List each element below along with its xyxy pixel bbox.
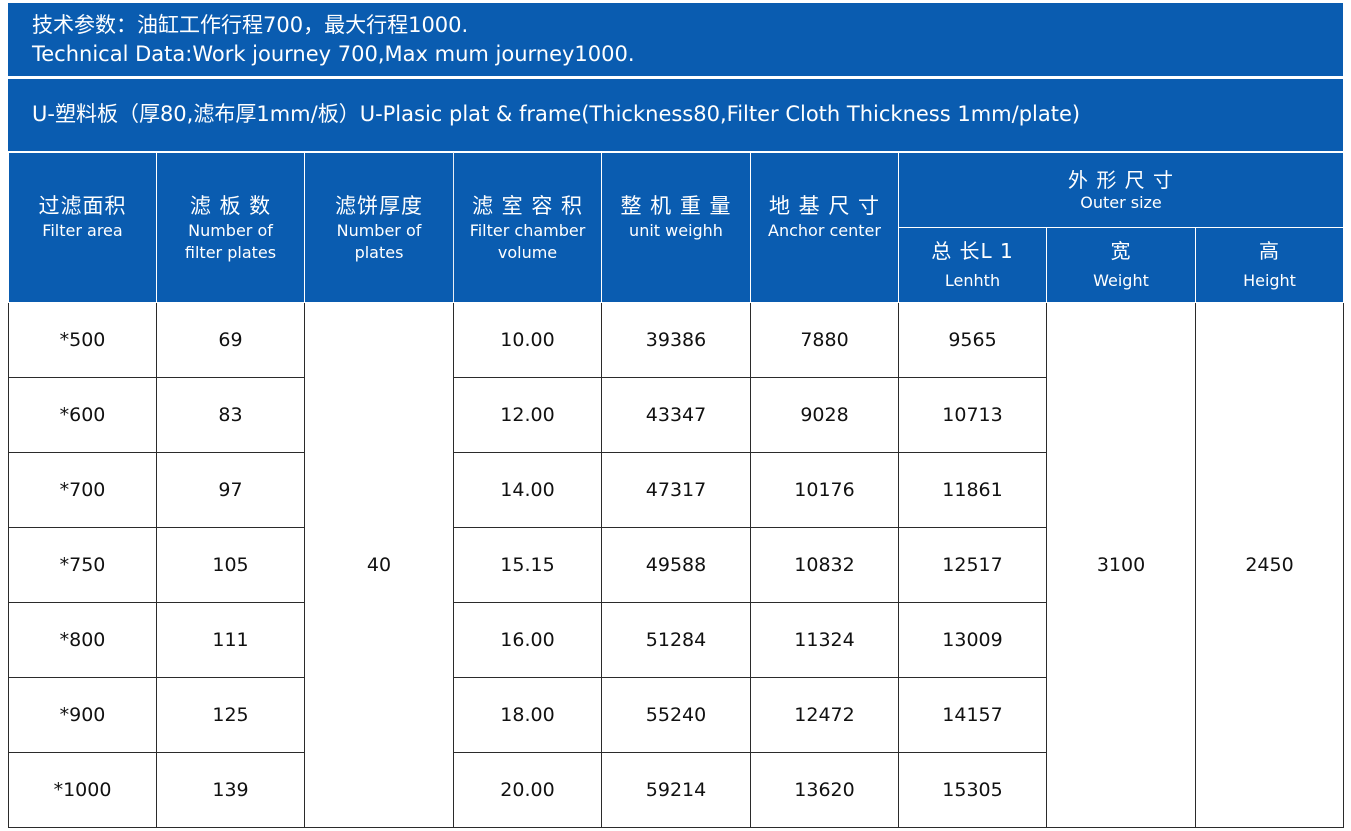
header-height-en: Height (1243, 271, 1296, 290)
header-outer-size: 外 形 尺 寸 Outer size (897, 152, 1345, 228)
cell-length: 15305 (898, 752, 1047, 828)
cell-anchor-center: 11324 (750, 602, 899, 678)
cell-unit-weight: 39386 (601, 302, 751, 378)
header-unit-weight-en: unit weighh (629, 220, 723, 240)
cell-length: 12517 (898, 527, 1047, 603)
cell-num-plates: 69 (156, 302, 305, 378)
header-cake-thickness: 滤饼厚度 Number of plates (304, 152, 454, 303)
cell-num-plates: 97 (156, 452, 305, 528)
header-unit-weight-cn: 整 机 重 量 (620, 193, 732, 218)
header-width-en: Weight (1093, 271, 1149, 290)
table-row: *700 97 14.00 47317 10176 11861 (8, 452, 1344, 528)
cell-anchor-center: 12472 (750, 677, 899, 753)
header-width: 宽 Weight (1046, 227, 1196, 303)
header-height-cn: 高 (1259, 239, 1280, 263)
cell-filter-area: *600 (8, 377, 157, 453)
cell-unit-weight: 47317 (601, 452, 751, 528)
header-num-plates: 滤 板 数 Number of filter plates (156, 152, 305, 303)
header-unit-weight: 整 机 重 量 unit weighh (601, 152, 751, 303)
cell-filter-area: *900 (8, 677, 157, 753)
table-row: *800 111 16.00 51284 11324 13009 (8, 602, 1344, 678)
header-chamber-volume: 滤 室 容 积 Filter chamber volume (453, 152, 602, 303)
cell-chamber-volume: 16.00 (453, 602, 602, 678)
cell-length: 13009 (898, 602, 1047, 678)
cell-num-plates: 139 (156, 752, 305, 828)
header-cake-thickness-en-1: Number of (336, 220, 422, 240)
header-cake-thickness-en-2: plates (354, 242, 404, 262)
cell-length: 14157 (898, 677, 1047, 753)
table-row: *750 105 15.15 49588 10832 12517 (8, 527, 1344, 603)
cell-chamber-volume: 18.00 (453, 677, 602, 753)
spec-table: 过滤面积 Filter area 滤 板 数 Number of filter … (8, 152, 1345, 828)
header-anchor-center-en: Anchor center (768, 220, 881, 240)
cell-unit-weight: 59214 (601, 752, 751, 828)
header-anchor-center: 地 基 尺 寸 Anchor center (750, 152, 899, 303)
header-height: 高 Height (1194, 227, 1345, 303)
header-outer-size-cn: 外 形 尺 寸 (1067, 168, 1175, 192)
table-row: *1000 139 20.00 59214 13620 15305 (8, 752, 1344, 828)
header-num-plates-en-1: Number of (188, 220, 273, 240)
cell-anchor-center: 10832 (750, 527, 899, 603)
cell-filter-area: *1000 (8, 752, 157, 828)
table-row: *600 83 12.00 43347 9028 10713 (8, 377, 1344, 453)
cell-filter-area: *800 (8, 602, 157, 678)
cell-filter-area: *750 (8, 527, 157, 603)
header-filter-area-en: Filter area (42, 220, 123, 240)
cell-length: 9565 (898, 302, 1047, 378)
cell-chamber-volume: 14.00 (453, 452, 602, 528)
header-chamber-volume-en-2: volume (497, 242, 558, 262)
header-outer-size-en: Outer size (1080, 193, 1162, 212)
header-width-cn: 宽 (1110, 239, 1132, 263)
header-num-plates-cn: 滤 板 数 (189, 193, 272, 218)
cell-length: 10713 (898, 377, 1047, 453)
cell-unit-weight: 43347 (601, 377, 751, 453)
header-chamber-volume-cn: 滤 室 容 积 (471, 193, 584, 218)
cell-anchor-center: 7880 (750, 302, 899, 378)
cell-num-plates: 105 (156, 527, 305, 603)
table-row: *500 69 40 10.00 39386 7880 9565 3100 24… (8, 302, 1345, 828)
header-length-cn: 总 长L 1 (931, 239, 1014, 263)
header-filter-area-cn: 过滤面积 (38, 193, 127, 218)
cell-anchor-center: 9028 (750, 377, 899, 453)
technical-data-cn: 技术参数：油缸工作行程700，最大行程1000. (32, 13, 469, 37)
cell-chamber-volume: 10.00 (453, 302, 602, 378)
cell-cake-thickness: 40 (304, 302, 454, 828)
header-length-en: Lenhth (944, 271, 1001, 290)
cell-anchor-center: 10176 (750, 452, 899, 528)
plate-type-banner: U-塑料板（厚80,滤布厚1mm/板）U-Plasic plat & frame… (8, 79, 1343, 151)
table-row: *900 125 18.00 55240 12472 14157 (8, 677, 1344, 753)
cell-num-plates: 111 (156, 602, 305, 678)
header-length: 总 长L 1 Lenhth (898, 227, 1047, 303)
cell-length: 11861 (898, 452, 1047, 528)
technical-data-banner: 技术参数：油缸工作行程700，最大行程1000. Technical Data:… (8, 3, 1343, 76)
cell-unit-weight: 49588 (601, 527, 751, 603)
cell-num-plates: 83 (156, 377, 305, 453)
cell-unit-weight: 51284 (601, 602, 751, 678)
cell-chamber-volume: 20.00 (453, 752, 602, 828)
cell-filter-area: *700 (8, 452, 157, 528)
cell-width: 3100 (1046, 302, 1196, 828)
cell-chamber-volume: 15.15 (453, 527, 602, 603)
cell-anchor-center: 13620 (750, 752, 899, 828)
header-filter-area: 过滤面积 Filter area (8, 152, 157, 303)
plate-type-subtitle: U-塑料板（厚80,滤布厚1mm/板）U-Plasic plat & frame… (32, 102, 1081, 126)
header-anchor-center-cn: 地 基 尺 寸 (768, 193, 881, 218)
technical-data-en: Technical Data:Work journey 700,Max mum … (32, 42, 635, 66)
header-chamber-volume-en-1: Filter chamber (469, 220, 586, 240)
cell-height: 2450 (1194, 302, 1345, 828)
cell-num-plates: 125 (156, 677, 305, 753)
header-num-plates-en-2: filter plates (184, 242, 277, 262)
header-cake-thickness-cn: 滤饼厚度 (335, 193, 423, 218)
cell-chamber-volume: 12.00 (453, 377, 602, 453)
cell-filter-area: *500 (8, 302, 157, 378)
cell-unit-weight: 55240 (601, 677, 751, 753)
